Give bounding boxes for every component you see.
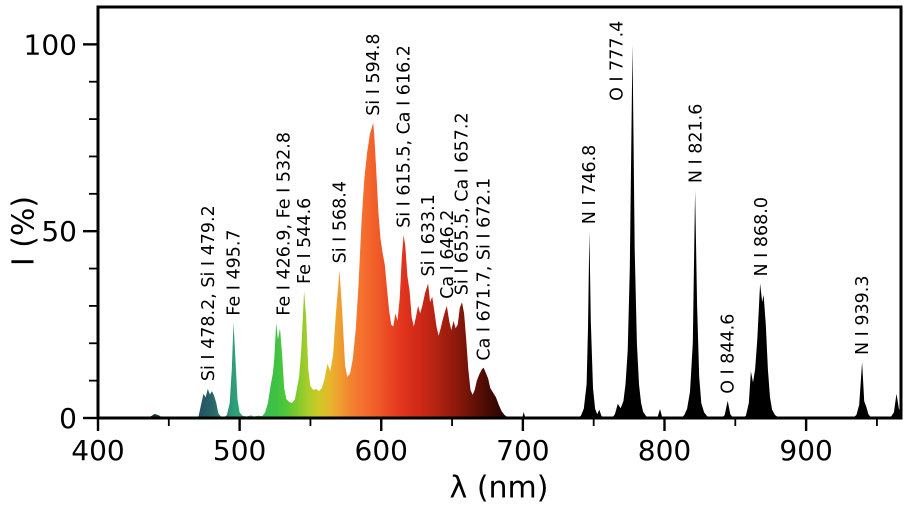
peak-label: N I 746.8 (580, 145, 600, 224)
peak-label: N I 821.6 (687, 104, 707, 183)
peak-label: Fe I 426.9, Fe I 532.8 (275, 132, 295, 316)
x-axis-title: λ (nm) (449, 470, 549, 506)
peak-label: Si I 655.5, Ca I 657.2 (453, 112, 473, 295)
x-tick-label: 400 (71, 434, 124, 467)
y-tick-label: 100 (24, 28, 77, 61)
y-tick-label: 0 (59, 402, 77, 435)
peak-label: Si I 594.8 (364, 33, 384, 115)
peak-label: Ca I 671.7, Si I 672.1 (475, 178, 495, 361)
peak-label: N I 868.0 (752, 197, 772, 276)
peak-label: Fe I 544.6 (295, 198, 315, 284)
peak-label: Si I 568.4 (331, 181, 351, 263)
x-tick-label: 800 (638, 434, 691, 467)
x-tick-label: 600 (355, 434, 408, 467)
peak-label: Ca I 646.2 (438, 210, 458, 299)
x-tick-label: 900 (779, 434, 832, 467)
peak-label: O I 777.4 (608, 21, 628, 101)
x-tick-label: 500 (213, 434, 266, 467)
y-axis-title: I (%) (6, 195, 42, 267)
y-tick-label: 50 (41, 215, 77, 248)
peak-label: Si I 633.1 (419, 194, 439, 276)
peak-label: Fe I 495.7 (225, 229, 245, 315)
peak-label: O I 844.6 (719, 314, 739, 394)
peak-label: N I 939.3 (853, 276, 873, 355)
plot-frame (96, 5, 903, 420)
peak-label: Si I 615.5, Ca I 616.2 (395, 45, 415, 228)
x-tick-label: 700 (496, 434, 549, 467)
peak-label: Si I 478.2, Si I 479.2 (199, 205, 219, 381)
